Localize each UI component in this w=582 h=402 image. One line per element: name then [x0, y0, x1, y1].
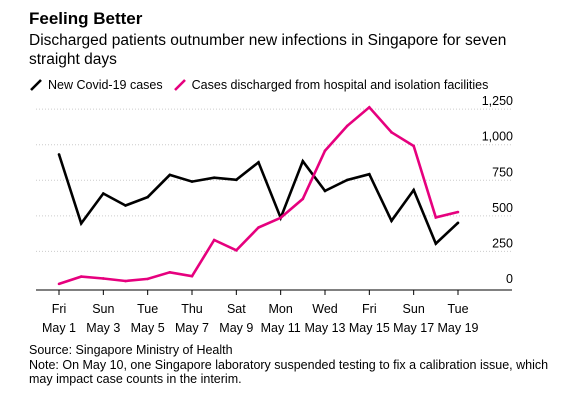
- data-point-new-cases: [456, 221, 460, 225]
- data-point-new-cases: [390, 219, 393, 223]
- legend: New Covid-19 cases Cases discharged from…: [29, 78, 498, 92]
- x-tick-label-date: May 5: [131, 321, 165, 335]
- data-point-discharged: [190, 274, 194, 278]
- data-point-new-cases: [323, 189, 327, 193]
- chart-subtitle: Discharged patients outnumber new infect…: [29, 32, 507, 68]
- x-tick-label-date: May 11: [261, 321, 301, 335]
- y-tick-label: 250: [492, 236, 513, 250]
- data-point-discharged: [146, 277, 149, 281]
- x-tick-label-date: May 19: [438, 321, 479, 335]
- data-point-discharged: [79, 275, 83, 278]
- data-point-new-cases: [190, 180, 194, 183]
- data-point-discharged: [124, 279, 127, 283]
- x-tick-label-day: Wed: [312, 302, 338, 316]
- y-tick-label: 1,000: [482, 130, 513, 144]
- data-point-discharged: [345, 124, 349, 128]
- legend-item-discharged: Cases discharged from hospital and isola…: [173, 78, 489, 92]
- data-point-discharged: [168, 271, 172, 274]
- data-point-discharged: [102, 277, 105, 280]
- data-point-new-cases: [168, 173, 172, 177]
- data-point-discharged: [301, 197, 305, 201]
- data-point-discharged: [57, 282, 61, 286]
- x-tick-label-date: May 15: [349, 321, 390, 335]
- data-point-discharged: [235, 248, 238, 252]
- data-point-new-cases: [212, 176, 216, 180]
- x-tick-label-date: May 13: [305, 321, 346, 335]
- data-point-discharged: [434, 216, 438, 219]
- footnote: Note: On May 10, one Singapore laborator…: [29, 357, 549, 387]
- y-tick-label: 500: [492, 201, 513, 215]
- data-point-discharged: [323, 149, 327, 152]
- x-tick-label-day: Tue: [447, 302, 468, 316]
- legend-label-new-cases: New Covid-19 cases: [48, 78, 163, 92]
- x-tick-label-day: Fri: [362, 302, 377, 316]
- data-point-discharged: [212, 238, 216, 242]
- data-point-new-cases: [368, 172, 371, 176]
- data-point-new-cases: [412, 188, 415, 192]
- data-point-new-cases: [301, 159, 305, 163]
- x-tick-label-day: Tue: [137, 302, 158, 316]
- data-point-new-cases: [434, 242, 438, 245]
- data-point-new-cases: [345, 178, 349, 182]
- legend-item-new-cases: New Covid-19 cases: [29, 78, 163, 92]
- chart-footer: Source: Singapore Ministry of Health Not…: [29, 343, 569, 387]
- x-tick-label-day: Fri: [52, 302, 67, 316]
- series-line-new-cases: [57, 154, 459, 246]
- data-point-new-cases: [235, 178, 238, 182]
- data-point-discharged: [257, 226, 260, 229]
- series-line-discharged: [58, 105, 459, 286]
- x-tick-label-day: Sun: [92, 302, 114, 316]
- data-point-discharged: [390, 131, 393, 134]
- legend-swatch-new-cases: [30, 79, 42, 91]
- data-point-new-cases: [146, 195, 149, 199]
- x-tick-label-date: May 17: [393, 321, 434, 335]
- data-point-new-cases: [124, 204, 127, 207]
- legend-label-discharged: Cases discharged from hospital and isola…: [191, 78, 489, 92]
- legend-swatch-discharged: [173, 79, 186, 91]
- x-tick-label-day: Thu: [181, 302, 203, 316]
- chart-title: Feeling Better: [29, 9, 143, 28]
- x-tick-label-date: May 7: [175, 321, 209, 335]
- data-point-discharged: [456, 210, 460, 214]
- y-tick-label: 750: [492, 165, 513, 179]
- data-point-discharged: [368, 105, 371, 109]
- x-tick-label-date: May 3: [86, 321, 120, 335]
- data-point-discharged: [279, 216, 282, 220]
- data-point-new-cases: [57, 153, 61, 156]
- data-point-new-cases: [102, 192, 105, 195]
- data-point-discharged: [412, 144, 415, 148]
- x-tick-label-day: Sun: [403, 302, 425, 316]
- y-tick-label: 0: [506, 272, 513, 286]
- y-tick-label: 1,250: [482, 94, 513, 108]
- data-point-new-cases: [79, 222, 83, 225]
- source-note: Source: Singapore Ministry of Health: [29, 343, 233, 357]
- x-tick-label-day: Sat: [227, 302, 246, 316]
- data-point-new-cases: [257, 161, 260, 164]
- x-tick-label-day: Mon: [269, 302, 293, 316]
- x-tick-label-date: May 9: [219, 321, 253, 335]
- x-tick-label-date: May 1: [42, 321, 76, 335]
